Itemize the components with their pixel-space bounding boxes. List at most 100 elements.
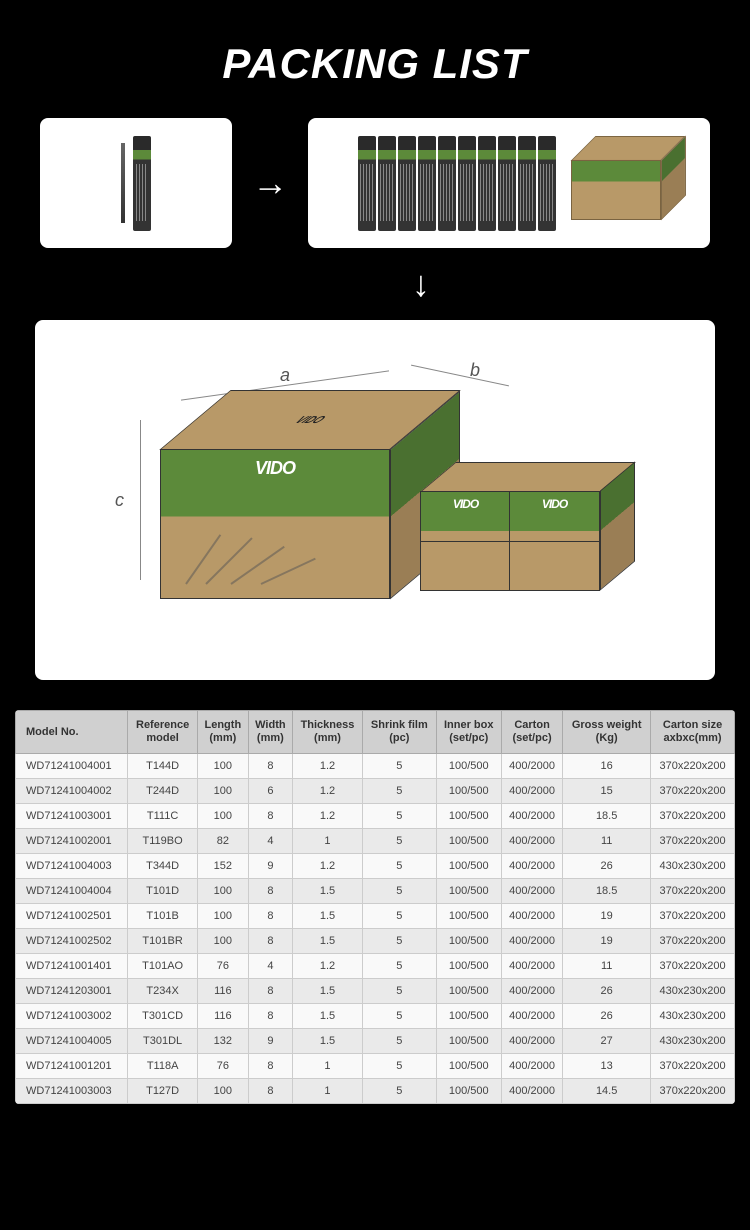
table-cell: 100/500 <box>436 979 501 1004</box>
table-header: Shrink film(pc) <box>363 711 437 754</box>
table-cell: WD71241001201 <box>16 1054 128 1079</box>
table-row: WD71241002502T101BR10081.55100/500400/20… <box>16 929 735 954</box>
table-cell: WD71241004005 <box>16 1029 128 1054</box>
table-cell: 1.2 <box>292 804 362 829</box>
table-cell: 132 <box>197 1029 248 1054</box>
table-cell: WD71241003002 <box>16 1004 128 1029</box>
table-cell: 400/2000 <box>501 1079 562 1104</box>
table-cell: 5 <box>363 904 437 929</box>
table-cell: 400/2000 <box>501 879 562 904</box>
arrow-right-icon: → <box>252 162 288 204</box>
table-cell: 27 <box>563 1029 651 1054</box>
table-cell: 9 <box>248 1029 292 1054</box>
table-cell: 100/500 <box>436 804 501 829</box>
table-cell: 430x230x200 <box>651 854 735 879</box>
table-cell: 100/500 <box>436 754 501 779</box>
table-cell: 370x220x200 <box>651 754 735 779</box>
table-cell: T301CD <box>128 1004 197 1029</box>
table-cell: 100 <box>197 754 248 779</box>
table-cell: 100 <box>197 804 248 829</box>
table-cell: 100/500 <box>436 1054 501 1079</box>
table-cell: 116 <box>197 1004 248 1029</box>
table-cell: 8 <box>248 1004 292 1029</box>
table-cell: 5 <box>363 879 437 904</box>
table-cell: 400/2000 <box>501 954 562 979</box>
table-cell: 400/2000 <box>501 854 562 879</box>
blade-icon <box>121 143 125 223</box>
table-header: Model No. <box>16 711 128 754</box>
table-cell: 26 <box>563 979 651 1004</box>
table-cell: 370x220x200 <box>651 829 735 854</box>
table-cell: 1.2 <box>292 779 362 804</box>
table-cell: 19 <box>563 904 651 929</box>
table-header: Referencemodel <box>128 711 197 754</box>
table-cell: T101AO <box>128 954 197 979</box>
table-cell: T127D <box>128 1079 197 1104</box>
table-header: Length(mm) <box>197 711 248 754</box>
table-row: WD71241001201T118A76815100/500400/200013… <box>16 1054 735 1079</box>
table-cell: 100 <box>197 1079 248 1104</box>
table-header: Inner box(set/pc) <box>436 711 501 754</box>
table-cell: 370x220x200 <box>651 879 735 904</box>
table-cell: 370x220x200 <box>651 779 735 804</box>
table-cell: T111C <box>128 804 197 829</box>
table-cell: 100/500 <box>436 1029 501 1054</box>
table-cell: 430x230x200 <box>651 1029 735 1054</box>
table-cell: 26 <box>563 1004 651 1029</box>
table-cell: 18.5 <box>563 879 651 904</box>
table-header: Carton(set/pc) <box>501 711 562 754</box>
table-cell: 13 <box>563 1054 651 1079</box>
table-cell: 100 <box>197 779 248 804</box>
table-cell: 1 <box>292 1079 362 1104</box>
table-cell: 100/500 <box>436 854 501 879</box>
arrow-down-icon: ↓ <box>0 248 750 320</box>
table-cell: 100 <box>197 904 248 929</box>
blades-illustration-icon <box>176 540 374 590</box>
table-cell: 26 <box>563 854 651 879</box>
table-cell: WD71241002501 <box>16 904 128 929</box>
table-cell: 9 <box>248 854 292 879</box>
carton-scene: a b c VIDO VIDO <box>100 350 650 650</box>
table-cell: T101D <box>128 879 197 904</box>
table-cell: 8 <box>248 879 292 904</box>
carton-diagram-card: a b c VIDO VIDO <box>35 320 715 680</box>
spec-table-wrap: Model No.ReferencemodelLength(mm)Width(m… <box>15 710 735 1104</box>
inner-box-icon <box>571 148 661 218</box>
table-cell: 430x230x200 <box>651 1004 735 1029</box>
table-row: WD71241003002T301CD11681.55100/500400/20… <box>16 1004 735 1029</box>
table-cell: 4 <box>248 954 292 979</box>
table-cell: 5 <box>363 754 437 779</box>
table-cell: 1.5 <box>292 879 362 904</box>
table-cell: 116 <box>197 979 248 1004</box>
table-cell: 8 <box>248 904 292 929</box>
table-cell: T119BO <box>128 829 197 854</box>
page-title: PACKING LIST <box>0 0 750 118</box>
table-cell: 4 <box>248 829 292 854</box>
brand-logo: VIDO <box>255 458 295 479</box>
table-cell: 8 <box>248 754 292 779</box>
table-cell: 15 <box>563 779 651 804</box>
table-cell: T301DL <box>128 1029 197 1054</box>
table-cell: T244D <box>128 779 197 804</box>
table-cell: 8 <box>248 929 292 954</box>
table-row: WD71241001401T101AO7641.25100/500400/200… <box>16 954 735 979</box>
table-cell: 430x230x200 <box>651 979 735 1004</box>
table-row: WD71241002501T101B10081.55100/500400/200… <box>16 904 735 929</box>
table-header: Carton sizeaxbxc(mm) <box>651 711 735 754</box>
table-row: WD71241203001T234X11681.55100/500400/200… <box>16 979 735 1004</box>
table-cell: 400/2000 <box>501 1054 562 1079</box>
table-cell: 5 <box>363 929 437 954</box>
table-row: WD71241002001T119BO82415100/500400/20001… <box>16 829 735 854</box>
table-cell: 1 <box>292 829 362 854</box>
table-cell: T234X <box>128 979 197 1004</box>
table-cell: T144D <box>128 754 197 779</box>
table-cell: 100/500 <box>436 829 501 854</box>
table-cell: WD71241203001 <box>16 979 128 1004</box>
brand-logo: VIDO <box>291 415 329 426</box>
table-cell: WD71241004003 <box>16 854 128 879</box>
table-cell: T101B <box>128 904 197 929</box>
table-cell: 400/2000 <box>501 1029 562 1054</box>
table-cell: WD71241002001 <box>16 829 128 854</box>
table-cell: 5 <box>363 829 437 854</box>
table-cell: 5 <box>363 1054 437 1079</box>
